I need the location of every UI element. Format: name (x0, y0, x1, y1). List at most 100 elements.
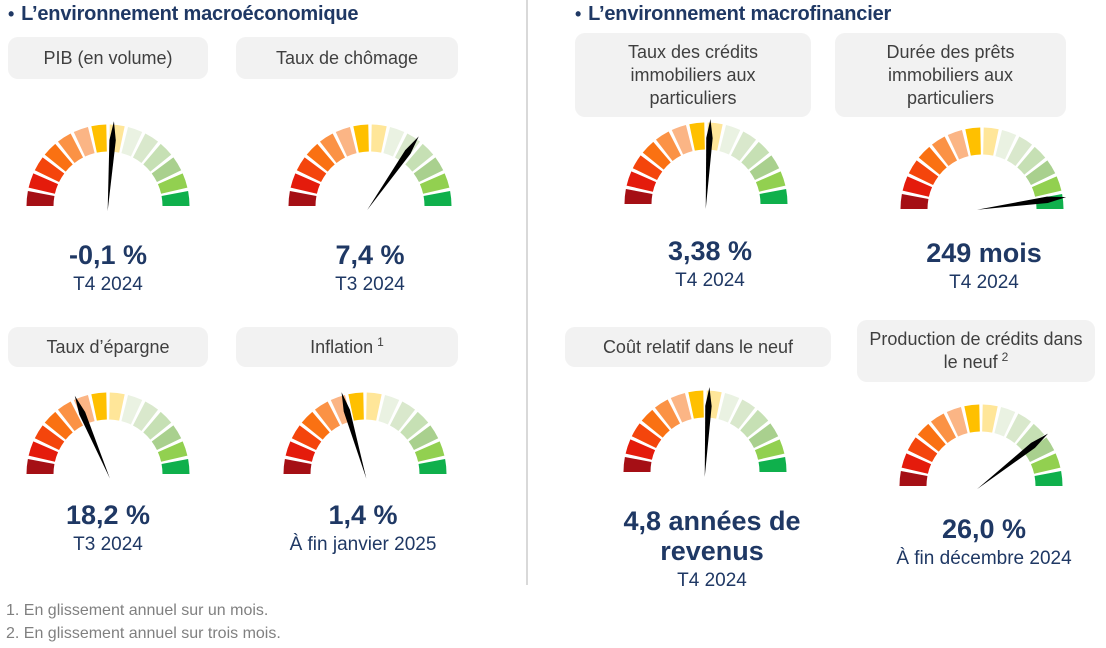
gauge-segment (121, 395, 143, 425)
gauge-segment (718, 393, 740, 423)
gauge-needle (367, 136, 419, 211)
gauge-reading-chomage: 7,4 % T3 2024 (250, 240, 490, 297)
gauge-segment (108, 124, 125, 153)
bullet-icon: • (575, 4, 582, 24)
gauge-needle (107, 121, 116, 211)
gauge-segment (157, 173, 188, 195)
gauge-segment (947, 130, 969, 160)
gauge-label-cout-relatif: Coût relatif dans le neuf (565, 327, 831, 367)
gauge-segment (626, 171, 657, 193)
gauge-segment (1034, 471, 1063, 487)
gauge-segment (759, 189, 788, 205)
gauge-segment (413, 157, 444, 183)
gauge-segment (44, 411, 73, 440)
gauge-segment (143, 411, 172, 440)
gauge-segment (730, 131, 757, 162)
gauge-period: T4 2024 (675, 270, 745, 291)
gauge-segment (26, 459, 55, 475)
gauge-segment (151, 157, 182, 183)
gauge-segment (57, 401, 84, 432)
gauge-segment (625, 439, 656, 461)
footnote-1: 1. En glissement annuel sur un mois. (6, 602, 269, 619)
gauge-segment (408, 425, 439, 451)
gauge-label-duree-prets: Durée des prêts immobiliers aux particul… (835, 33, 1066, 117)
gauge-segment (907, 437, 938, 463)
gauge-segment (964, 404, 981, 433)
gauge-segment (365, 392, 382, 421)
gauge-segment (34, 425, 65, 451)
gauge-segment (654, 399, 681, 430)
gauge-segment (1016, 423, 1045, 452)
gauge-segment (1035, 194, 1064, 210)
gauge-needle (74, 395, 110, 479)
gauge-reading-inflation: 1,4 % À fin janvier 2025 (243, 500, 483, 557)
gauge-segment (900, 194, 929, 210)
gauge-segment (748, 423, 779, 449)
pill-label-text: Durée des prêts immobiliers aux particul… (886, 41, 1015, 108)
gauge-segment (28, 173, 59, 195)
gauge-segment (741, 141, 770, 170)
pill-label-text: Taux des crédits immobiliers aux particu… (627, 41, 759, 108)
gauge-reading-duree-prets: 249 mois T4 2024 (864, 238, 1104, 295)
gauge-segment (285, 441, 316, 463)
gauge-segment (1017, 146, 1046, 175)
gauge-taux-credits (624, 119, 788, 209)
gauge-segment (296, 157, 327, 183)
gauge-segment (758, 457, 787, 473)
gauge-reading-pib: -0,1 % T4 2024 (0, 240, 228, 297)
section-title-text: L’environnement macrofinancier (588, 3, 892, 25)
pill-label-text: Production de crédits dans le neuf (869, 329, 1083, 372)
gauge-segment (290, 173, 321, 195)
gauge-segment (908, 160, 939, 186)
gauge-period: T3 2024 (335, 274, 405, 295)
gauge-segment (57, 133, 84, 164)
gauge-segment (918, 146, 947, 175)
gauge-segment (1005, 413, 1032, 444)
gauge-segment (729, 399, 756, 430)
pill-label-text: Taux de chômage (275, 47, 419, 68)
gauge-segment (931, 136, 958, 167)
gauge-segment (161, 459, 190, 475)
gauge-segment (283, 459, 312, 475)
section-divider (526, 0, 528, 585)
gauge-segment (901, 453, 932, 475)
gauge-segment (982, 127, 999, 156)
gauge-needle (341, 392, 367, 479)
gauge-segment (91, 392, 108, 421)
pill-label-text: Inflation (310, 336, 374, 357)
gauge-segment (641, 409, 670, 438)
gauge-segment (671, 125, 693, 155)
gauge-label-epargne: Taux d’épargne (8, 327, 208, 367)
gauge-segment (353, 124, 370, 153)
gauge-segment (624, 189, 653, 205)
gauge-segment (1024, 437, 1055, 463)
gauge-segment (1031, 176, 1062, 198)
gauge-segment (930, 413, 957, 444)
section-title-macroeconomique: • L’environnement macroéconomique (8, 3, 359, 26)
gauge-segment (44, 143, 73, 172)
gauge-segment (319, 133, 346, 164)
gauge-value: 3,38 % (667, 236, 753, 266)
gauge-segment (34, 157, 65, 183)
gauge-segment (405, 143, 434, 172)
gauge-segment (655, 131, 682, 162)
gauge-segment (348, 392, 365, 421)
gauge-segment (132, 133, 159, 164)
gauge-segment (301, 411, 330, 440)
gauge-segment (642, 141, 671, 170)
gauge-segment (288, 191, 317, 207)
gauge-duree-prets (900, 127, 1067, 210)
gauge-segment (965, 127, 982, 156)
gauge-segment (689, 122, 706, 151)
gauge-segment (73, 127, 95, 157)
gauge-period: T4 2024 (73, 274, 143, 295)
section-title-macrofinancier: • L’environnement macrofinancier (575, 3, 891, 26)
gauge-value: 1,4 % (328, 500, 398, 530)
gauge-segment (631, 423, 662, 449)
gauge-segment (632, 155, 663, 181)
gauge-label-chomage: Taux de chômage (236, 37, 458, 79)
gauge-segment (719, 125, 741, 155)
gauge-segment (378, 395, 400, 425)
gauge-reading-production-credits: 26,0 % À fin décembre 2024 (864, 514, 1104, 571)
